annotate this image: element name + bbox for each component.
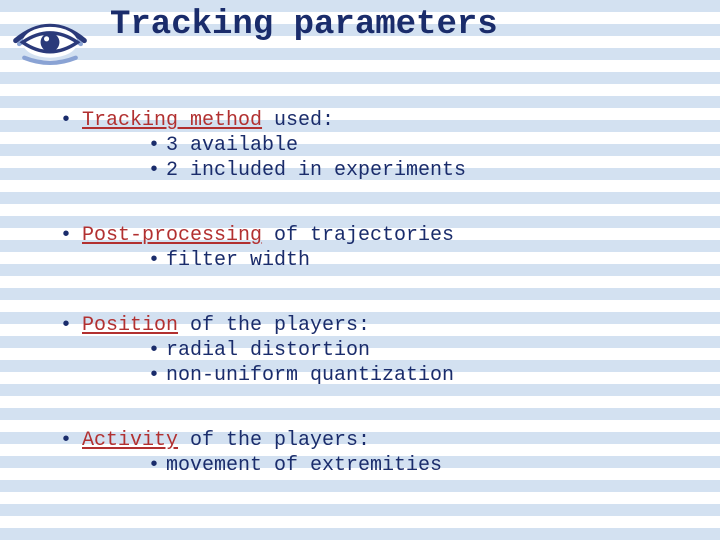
bullet-lead: Position bbox=[82, 314, 178, 337]
bullet-section: •Post-processing of trajectories •filter… bbox=[60, 223, 690, 273]
bullet-lead: Activity bbox=[82, 429, 178, 452]
bullet-section: •Position of the players: •radial distor… bbox=[60, 313, 690, 388]
sub-bullet: •radial distortion bbox=[148, 338, 690, 363]
bullet-icon: • bbox=[148, 158, 166, 183]
sub-bullet-text: non-uniform quantization bbox=[166, 364, 454, 387]
bullet-rest: used: bbox=[262, 109, 334, 132]
bullet-head: •Post-processing of trajectories bbox=[60, 223, 690, 248]
eye-logo-icon bbox=[6, 8, 94, 68]
bullet-icon: • bbox=[148, 363, 166, 388]
sub-bullet: •non-uniform quantization bbox=[148, 363, 690, 388]
bullet-icon: • bbox=[148, 453, 166, 478]
sub-bullet: •3 available bbox=[148, 133, 690, 158]
sub-bullet-text: 3 available bbox=[166, 134, 298, 157]
bullet-icon: • bbox=[60, 223, 82, 248]
bullet-rest: of the players: bbox=[178, 314, 370, 337]
sub-bullet-text: filter width bbox=[166, 249, 310, 272]
bullet-head: •Tracking method used: bbox=[60, 108, 690, 133]
bullet-icon: • bbox=[60, 108, 82, 133]
bullet-head: •Position of the players: bbox=[60, 313, 690, 338]
sub-bullet-text: movement of extremities bbox=[166, 454, 442, 477]
sub-bullet-text: 2 included in experiments bbox=[166, 159, 466, 182]
sub-bullet: •filter width bbox=[148, 248, 690, 273]
sub-bullet: •2 included in experiments bbox=[148, 158, 690, 183]
slide-body: •Tracking method used: •3 available •2 i… bbox=[60, 108, 690, 478]
bullet-section: •Tracking method used: •3 available •2 i… bbox=[60, 108, 690, 183]
sub-bullet: •movement of extremities bbox=[148, 453, 690, 478]
bullet-lead: Post-processing bbox=[82, 224, 262, 247]
bullet-icon: • bbox=[148, 248, 166, 273]
bullet-rest: of the players: bbox=[178, 429, 370, 452]
bullet-icon: • bbox=[148, 338, 166, 363]
bullet-lead: Tracking method bbox=[82, 109, 262, 132]
bullet-icon: • bbox=[60, 428, 82, 453]
bullet-rest: of trajectories bbox=[262, 224, 454, 247]
slide-title: Tracking parameters bbox=[110, 6, 498, 44]
bullet-section: •Activity of the players: •movement of e… bbox=[60, 428, 690, 478]
bullet-icon: • bbox=[60, 313, 82, 338]
bullet-icon: • bbox=[148, 133, 166, 158]
bullet-head: •Activity of the players: bbox=[60, 428, 690, 453]
sub-bullet-text: radial distortion bbox=[166, 339, 370, 362]
